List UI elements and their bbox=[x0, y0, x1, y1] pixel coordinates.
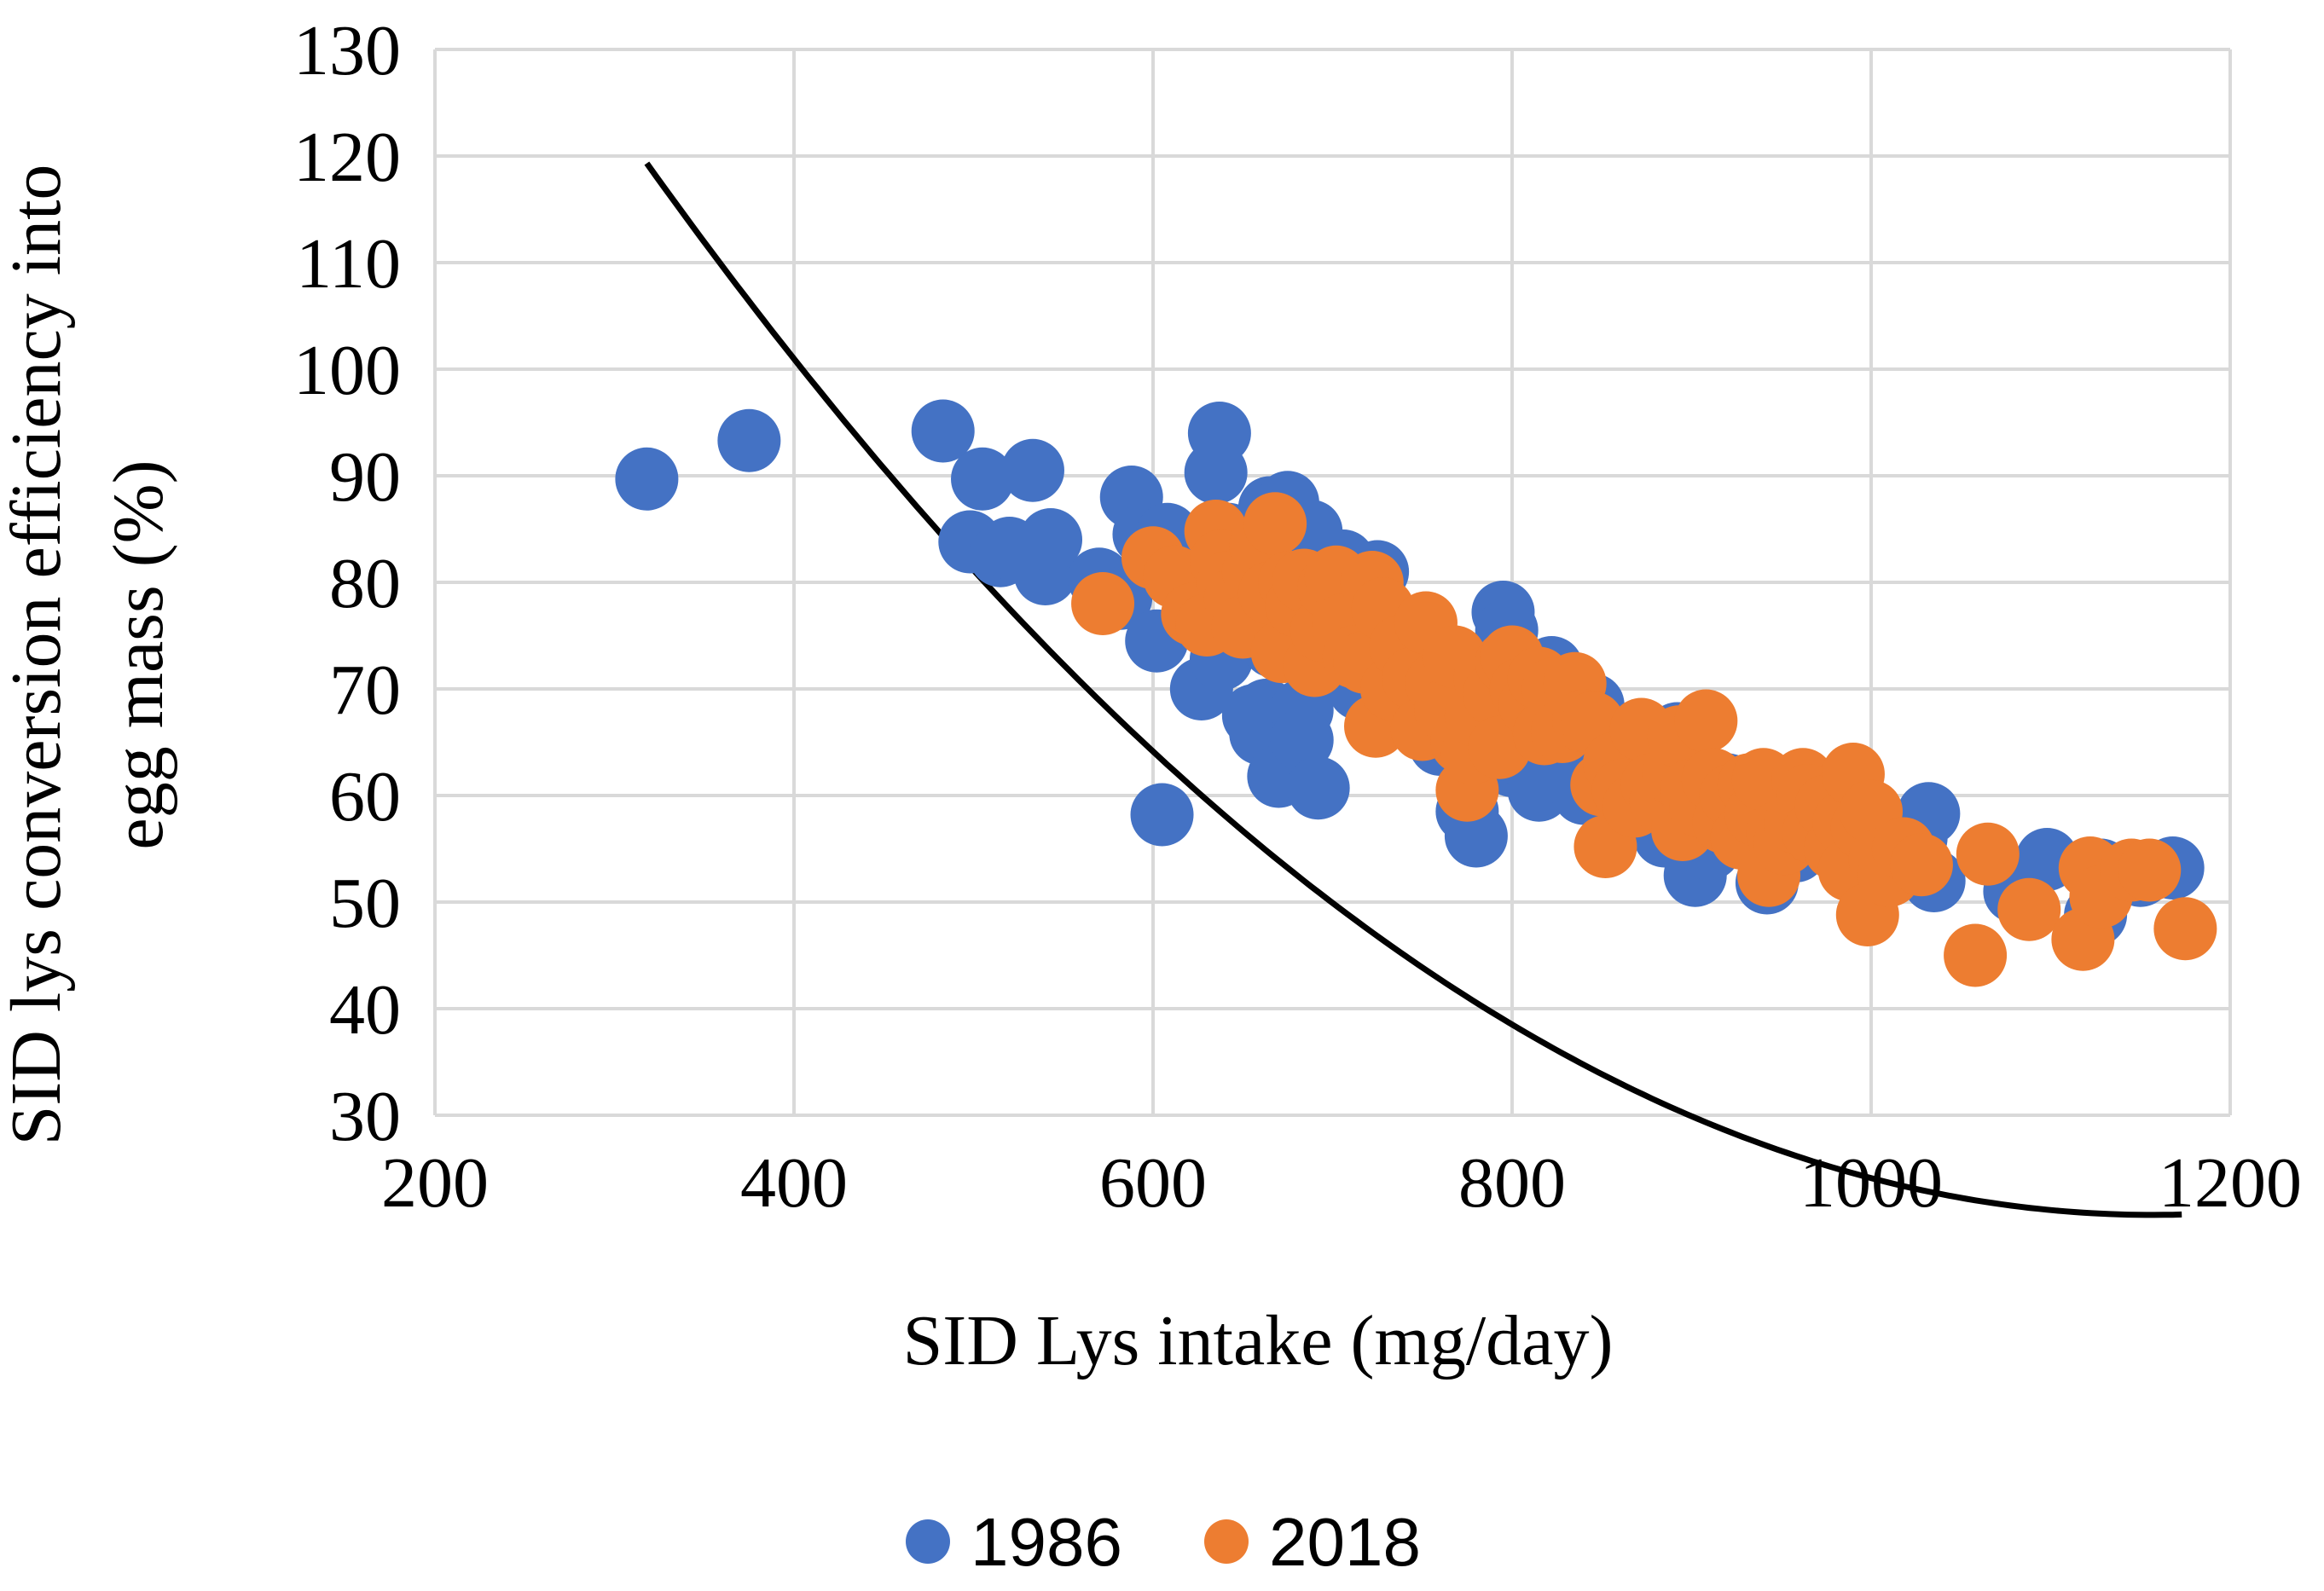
data-point-1986 bbox=[951, 447, 1015, 511]
y-tick-label: 90 bbox=[329, 437, 401, 517]
data-point-2018 bbox=[1944, 923, 2008, 987]
data-point-2018 bbox=[1071, 572, 1135, 635]
x-tick-label: 400 bbox=[740, 1143, 848, 1223]
y-axis-title: SID lys conversion efficiency into egg m… bbox=[0, 165, 178, 1146]
data-point-1986 bbox=[717, 408, 781, 472]
x-axis-title: SID Lys intake (mg/day) bbox=[903, 1301, 1614, 1380]
legend-marker-2018 bbox=[1204, 1519, 1249, 1564]
x-tick-label: 600 bbox=[1099, 1143, 1207, 1223]
y-tick-label: 30 bbox=[329, 1077, 401, 1156]
y-tick-label: 60 bbox=[329, 757, 401, 836]
data-point-1986 bbox=[615, 447, 679, 511]
legend-label-1986: 1986 bbox=[971, 1504, 1122, 1580]
data-point-2018 bbox=[2118, 838, 2182, 902]
legend: 1986 2018 bbox=[906, 1504, 1421, 1580]
y-tick-label: 50 bbox=[329, 864, 401, 943]
data-point-1986 bbox=[911, 399, 975, 463]
data-point-2018 bbox=[1243, 492, 1307, 556]
x-tick-label: 1200 bbox=[2159, 1143, 2302, 1223]
x-tick-label: 1000 bbox=[1800, 1143, 1943, 1223]
data-point-1986 bbox=[1130, 783, 1194, 847]
x-tick-label: 800 bbox=[1458, 1143, 1566, 1223]
y-tick-label: 80 bbox=[329, 544, 401, 623]
y-tick-label: 100 bbox=[293, 331, 401, 410]
y-axis-title-line-1: SID lys conversion efficiency into bbox=[0, 165, 76, 1146]
y-tick-label: 120 bbox=[293, 118, 401, 197]
data-point-1986 bbox=[1270, 709, 1334, 772]
x-tick-label: 200 bbox=[381, 1143, 489, 1223]
data-point-1986 bbox=[1000, 438, 1064, 502]
legend-label-2018: 2018 bbox=[1269, 1504, 1421, 1580]
y-tick-label: 110 bbox=[296, 224, 401, 304]
polynomial-trendline bbox=[644, 161, 2182, 1218]
data-point-2018 bbox=[1674, 689, 1738, 753]
data-point-1986 bbox=[1019, 508, 1083, 571]
data-point-2018 bbox=[1956, 822, 2020, 886]
tick-labels: 30 40 50 60 70 80 90 100 110 120 130 200 400 600 800 10… bbox=[293, 11, 2302, 1223]
data-point-2018 bbox=[1889, 833, 1953, 897]
y-axis-title-line-2: egg mass (%) bbox=[99, 460, 178, 849]
data-point-1986 bbox=[1187, 402, 1251, 465]
y-tick-label: 70 bbox=[329, 651, 401, 730]
data-point-1986 bbox=[1286, 756, 1350, 820]
y-tick-label: 130 bbox=[293, 11, 401, 90]
series-2018-points bbox=[1071, 492, 2217, 987]
data-point-2018 bbox=[2153, 897, 2217, 961]
y-tick-label: 40 bbox=[329, 970, 401, 1050]
legend-marker-1986 bbox=[906, 1519, 950, 1564]
data-point-2018 bbox=[1997, 877, 2061, 941]
trendline-layer bbox=[644, 161, 2182, 1218]
